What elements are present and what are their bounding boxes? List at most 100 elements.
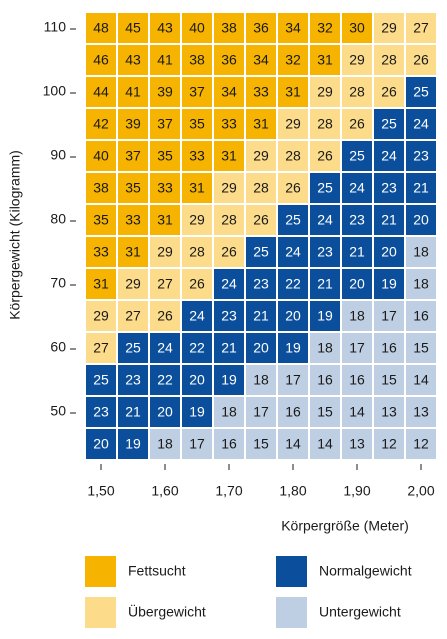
cell-label: 24 — [189, 308, 205, 324]
cell-label: 21 — [413, 180, 429, 196]
cell — [406, 77, 436, 107]
cell — [310, 269, 340, 299]
cell — [182, 77, 212, 107]
cell — [182, 397, 212, 427]
cell — [278, 173, 308, 203]
cell-label: 14 — [285, 436, 301, 452]
y-tick-label: 100 — [43, 83, 67, 99]
cell-label: 30 — [349, 20, 365, 36]
cell-label: 23 — [317, 244, 333, 260]
cell — [278, 365, 308, 395]
cell-label: 20 — [381, 244, 397, 260]
cell — [342, 77, 372, 107]
cell — [150, 109, 180, 139]
cell — [182, 45, 212, 75]
legend-swatch — [276, 556, 307, 587]
cell-label: 24 — [349, 180, 365, 196]
cell — [278, 397, 308, 427]
cell — [182, 13, 212, 43]
cell-label: 42 — [93, 116, 109, 132]
cell-label: 26 — [157, 308, 173, 324]
cell-label: 31 — [221, 148, 237, 164]
cell-label: 18 — [413, 244, 429, 260]
cell — [246, 429, 276, 459]
cell — [310, 301, 340, 331]
cell — [246, 269, 276, 299]
cell-label: 20 — [157, 404, 173, 420]
cell — [278, 333, 308, 363]
cell-label: 35 — [93, 212, 109, 228]
cell — [182, 269, 212, 299]
legend-label: Untergewicht — [319, 604, 401, 620]
cell-label: 31 — [189, 180, 205, 196]
cell-label: 31 — [317, 52, 333, 68]
cell-label: 29 — [125, 276, 141, 292]
cell — [118, 429, 148, 459]
cell-label: 24 — [221, 276, 237, 292]
x-tick-label: 2,00 — [407, 483, 434, 499]
cell — [86, 77, 116, 107]
cell-label: 26 — [189, 276, 205, 292]
cell — [150, 173, 180, 203]
cell — [374, 77, 404, 107]
cell — [246, 333, 276, 363]
cell-label: 28 — [381, 52, 397, 68]
cell — [86, 429, 116, 459]
cell-label: 20 — [413, 212, 429, 228]
cell — [86, 13, 116, 43]
x-axis-title: Körpergröße (Meter) — [281, 518, 409, 534]
cell-label: 16 — [381, 340, 397, 356]
cell-label: 16 — [413, 308, 429, 324]
cell — [150, 301, 180, 331]
cell-label: 29 — [93, 308, 109, 324]
cell-label: 39 — [125, 116, 141, 132]
cell-label: 23 — [253, 276, 269, 292]
cell — [182, 429, 212, 459]
cell — [374, 333, 404, 363]
cell — [214, 45, 244, 75]
cell — [310, 237, 340, 267]
cell — [246, 13, 276, 43]
cell — [246, 173, 276, 203]
cell-label: 28 — [221, 212, 237, 228]
cell-label: 20 — [189, 372, 205, 388]
cell-label: 17 — [349, 340, 365, 356]
cell — [342, 205, 372, 235]
cell-label: 13 — [413, 404, 429, 420]
cell — [278, 237, 308, 267]
cell-label: 22 — [157, 372, 173, 388]
cell — [182, 237, 212, 267]
cell — [246, 141, 276, 171]
cell — [406, 269, 436, 299]
cell-label: 25 — [381, 116, 397, 132]
cell-label: 43 — [125, 52, 141, 68]
cell — [406, 333, 436, 363]
cell-label: 20 — [253, 340, 269, 356]
cell-label: 19 — [285, 340, 301, 356]
cell-label: 23 — [93, 404, 109, 420]
cell-label: 14 — [413, 372, 429, 388]
cell-label: 16 — [221, 436, 237, 452]
cell — [342, 397, 372, 427]
cell-label: 31 — [125, 244, 141, 260]
cell — [182, 301, 212, 331]
cell-label: 21 — [349, 244, 365, 260]
cell — [182, 205, 212, 235]
cell — [86, 301, 116, 331]
cell-label: 25 — [285, 212, 301, 228]
cell — [246, 45, 276, 75]
cell — [374, 237, 404, 267]
cell — [86, 205, 116, 235]
cell — [118, 205, 148, 235]
cell-label: 27 — [125, 308, 141, 324]
cell — [278, 13, 308, 43]
cell — [150, 141, 180, 171]
legend-label: Fettsucht — [128, 563, 186, 579]
cell — [374, 269, 404, 299]
cell — [182, 365, 212, 395]
cell — [310, 429, 340, 459]
cell-label: 29 — [349, 52, 365, 68]
cell — [374, 173, 404, 203]
cell — [278, 141, 308, 171]
